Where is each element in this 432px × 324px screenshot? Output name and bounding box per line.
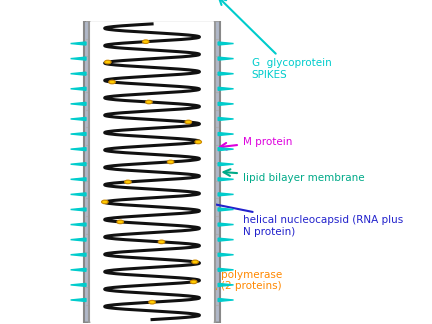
Polygon shape <box>218 133 234 135</box>
Polygon shape <box>70 72 86 75</box>
Polygon shape <box>70 102 86 105</box>
Polygon shape <box>84 0 220 21</box>
Polygon shape <box>70 118 86 121</box>
Polygon shape <box>218 178 234 181</box>
Polygon shape <box>89 0 215 21</box>
Ellipse shape <box>158 240 165 244</box>
Polygon shape <box>84 323 220 324</box>
Text: G  glycoprotein
SPIKES: G glycoprotein SPIKES <box>219 0 331 80</box>
Polygon shape <box>89 21 215 323</box>
Polygon shape <box>70 298 86 302</box>
Ellipse shape <box>167 160 174 164</box>
Polygon shape <box>89 323 215 324</box>
Polygon shape <box>75 0 91 3</box>
Polygon shape <box>218 268 234 271</box>
Polygon shape <box>70 57 86 60</box>
Text: M protein: M protein <box>220 137 292 150</box>
Polygon shape <box>218 253 234 256</box>
Polygon shape <box>218 87 234 90</box>
Polygon shape <box>70 193 86 196</box>
Polygon shape <box>218 72 234 75</box>
Ellipse shape <box>195 140 202 144</box>
Text: helical nucleocapsid (RNA plus
N protein): helical nucleocapsid (RNA plus N protein… <box>163 192 403 237</box>
Ellipse shape <box>117 220 124 224</box>
Text: polymerase
(2 proteins): polymerase (2 proteins) <box>145 270 283 308</box>
Polygon shape <box>213 0 229 3</box>
Polygon shape <box>70 208 86 211</box>
Polygon shape <box>218 284 234 286</box>
Polygon shape <box>218 57 234 60</box>
Ellipse shape <box>185 120 192 124</box>
Ellipse shape <box>192 260 198 264</box>
Polygon shape <box>218 223 234 226</box>
Ellipse shape <box>143 40 149 43</box>
Polygon shape <box>218 102 234 105</box>
Ellipse shape <box>102 200 108 204</box>
Ellipse shape <box>146 100 152 104</box>
Polygon shape <box>218 208 234 211</box>
Polygon shape <box>218 42 234 45</box>
Ellipse shape <box>109 80 115 84</box>
Ellipse shape <box>124 180 131 184</box>
Polygon shape <box>70 238 86 241</box>
Polygon shape <box>84 21 220 323</box>
Polygon shape <box>70 223 86 226</box>
Polygon shape <box>70 163 86 166</box>
Polygon shape <box>70 42 86 45</box>
Polygon shape <box>70 253 86 256</box>
Polygon shape <box>70 268 86 271</box>
Polygon shape <box>70 178 86 181</box>
Polygon shape <box>218 193 234 196</box>
Polygon shape <box>218 238 234 241</box>
Ellipse shape <box>149 300 156 304</box>
Polygon shape <box>70 148 86 151</box>
Polygon shape <box>70 87 86 90</box>
Ellipse shape <box>191 280 197 284</box>
Polygon shape <box>218 148 234 151</box>
Polygon shape <box>218 118 234 121</box>
Polygon shape <box>70 284 86 286</box>
Ellipse shape <box>105 60 111 64</box>
Polygon shape <box>218 298 234 302</box>
Text: lipid bilayer membrane: lipid bilayer membrane <box>223 169 364 183</box>
Polygon shape <box>218 163 234 166</box>
Polygon shape <box>70 133 86 135</box>
